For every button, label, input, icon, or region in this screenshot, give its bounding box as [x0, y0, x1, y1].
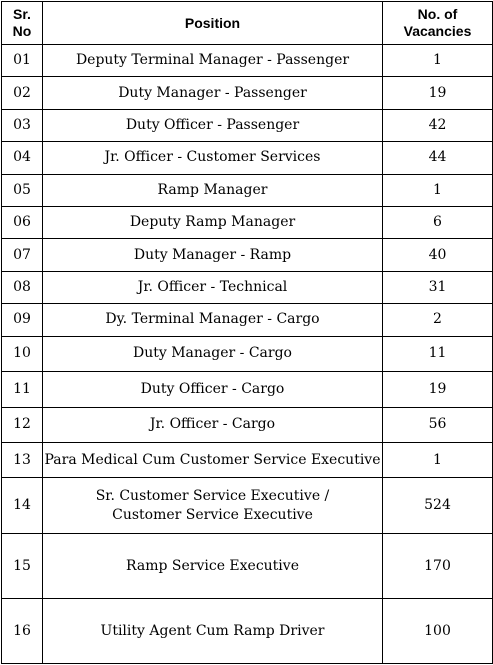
sr-no-cell: 16 — [1, 598, 43, 664]
table-row: 03 Duty Officer - Passenger 42 — [1, 108, 493, 143]
table-header: Sr. No Position No. of Vacancies — [1, 1, 493, 45]
sr-no-cell: 11 — [1, 371, 43, 408]
table-row: 07 Duty Manager - Ramp 40 — [1, 238, 493, 272]
vacancies-cell: 100 — [382, 598, 493, 664]
header-vac-line2: Vacancies — [403, 23, 472, 39]
sr-no-cell: 04 — [1, 141, 43, 175]
position-cell: Jr. Officer - Cargo — [42, 406, 383, 444]
sr-no-cell: 01 — [1, 43, 43, 78]
vacancies-cell: 1 — [382, 173, 493, 208]
position-cell: Duty Officer - Cargo — [42, 371, 383, 408]
header-sr-line1: Sr. — [13, 6, 31, 22]
sr-no-cell: 06 — [1, 206, 43, 240]
vacancies-cell: 31 — [382, 270, 493, 305]
sr-no-cell: 15 — [1, 533, 43, 600]
position-cell: Duty Manager - Cargo — [42, 335, 383, 373]
header-vacancies: No. of Vacancies — [382, 1, 493, 45]
vacancies-cell: 40 — [382, 238, 493, 272]
table-row: 08 Jr. Officer - Technical 31 — [1, 270, 493, 305]
sr-no-cell: 05 — [1, 173, 43, 208]
position-cell: Sr. Customer Service Executive / Custome… — [42, 477, 383, 535]
table-row: 12 Jr. Officer - Cargo 56 — [1, 406, 493, 444]
position-line2: Customer Service Executive — [112, 506, 313, 523]
table-row: 01 Deputy Terminal Manager - Passenger 1 — [1, 43, 493, 78]
position-cell: Deputy Ramp Manager — [42, 206, 383, 240]
header-vac-line1: No. of — [417, 6, 458, 22]
position-cell: Dy. Terminal Manager - Cargo — [42, 303, 383, 337]
vacancies-cell: 11 — [382, 335, 493, 373]
vacancies-cell: 1 — [382, 442, 493, 479]
sr-no-cell: 03 — [1, 108, 43, 143]
position-cell: Utility Agent Cum Ramp Driver — [42, 598, 383, 664]
sr-no-cell: 13 — [1, 442, 43, 479]
table-row: 06 Deputy Ramp Manager 6 — [1, 206, 493, 240]
vacancies-cell: 524 — [382, 477, 493, 535]
vacancies-cell: 6 — [382, 206, 493, 240]
vacancies-cell: 56 — [382, 406, 493, 444]
position-cell: Ramp Manager — [42, 173, 383, 208]
vacancies-cell: 19 — [382, 76, 493, 110]
position-cell: Ramp Service Executive — [42, 533, 383, 600]
table-row: 02 Duty Manager - Passenger 19 — [1, 76, 493, 110]
sr-no-cell: 14 — [1, 477, 43, 535]
table-row: 11 Duty Officer - Cargo 19 — [1, 371, 493, 408]
sr-no-cell: 09 — [1, 303, 43, 337]
table-row: 13 Para Medical Cum Customer Service Exe… — [1, 442, 493, 479]
table-row: 09 Dy. Terminal Manager - Cargo 2 — [1, 303, 493, 337]
vacancies-cell: 170 — [382, 533, 493, 600]
position-cell: Jr. Officer - Technical — [42, 270, 383, 305]
position-cell: Duty Manager - Passenger — [42, 76, 383, 110]
vacancies-cell: 1 — [382, 43, 493, 78]
sr-no-cell: 10 — [1, 335, 43, 373]
position-cell: Para Medical Cum Customer Service Execut… — [42, 442, 383, 479]
table-body: 01 Deputy Terminal Manager - Passenger 1… — [1, 43, 493, 664]
vacancies-cell: 19 — [382, 371, 493, 408]
sr-no-cell: 07 — [1, 238, 43, 272]
table-row: 10 Duty Manager - Cargo 11 — [1, 335, 493, 373]
table-row: 16 Utility Agent Cum Ramp Driver 100 — [1, 598, 493, 664]
header-position: Position — [42, 1, 383, 45]
vacancies-cell: 42 — [382, 108, 493, 143]
vacancies-cell: 44 — [382, 141, 493, 175]
header-sr-no: Sr. No — [1, 1, 43, 45]
header-sr-line2: No — [12, 23, 32, 39]
table-row: 05 Ramp Manager 1 — [1, 173, 493, 208]
position-line1: Sr. Customer Service Executive / — [95, 487, 330, 504]
vacancies-cell: 2 — [382, 303, 493, 337]
position-cell: Duty Officer - Passenger — [42, 108, 383, 143]
table-row: 04 Jr. Officer - Customer Services 44 — [1, 141, 493, 175]
position-cell: Jr. Officer - Customer Services — [42, 141, 383, 175]
sr-no-cell: 12 — [1, 406, 43, 444]
sr-no-cell: 08 — [1, 270, 43, 305]
table-row: 15 Ramp Service Executive 170 — [1, 533, 493, 600]
position-cell: Deputy Terminal Manager - Passenger — [42, 43, 383, 78]
table-row: 14 Sr. Customer Service Executive / Cust… — [1, 477, 493, 535]
sr-no-cell: 02 — [1, 76, 43, 110]
position-cell: Duty Manager - Ramp — [42, 238, 383, 272]
header-row: Sr. No Position No. of Vacancies — [1, 1, 493, 45]
